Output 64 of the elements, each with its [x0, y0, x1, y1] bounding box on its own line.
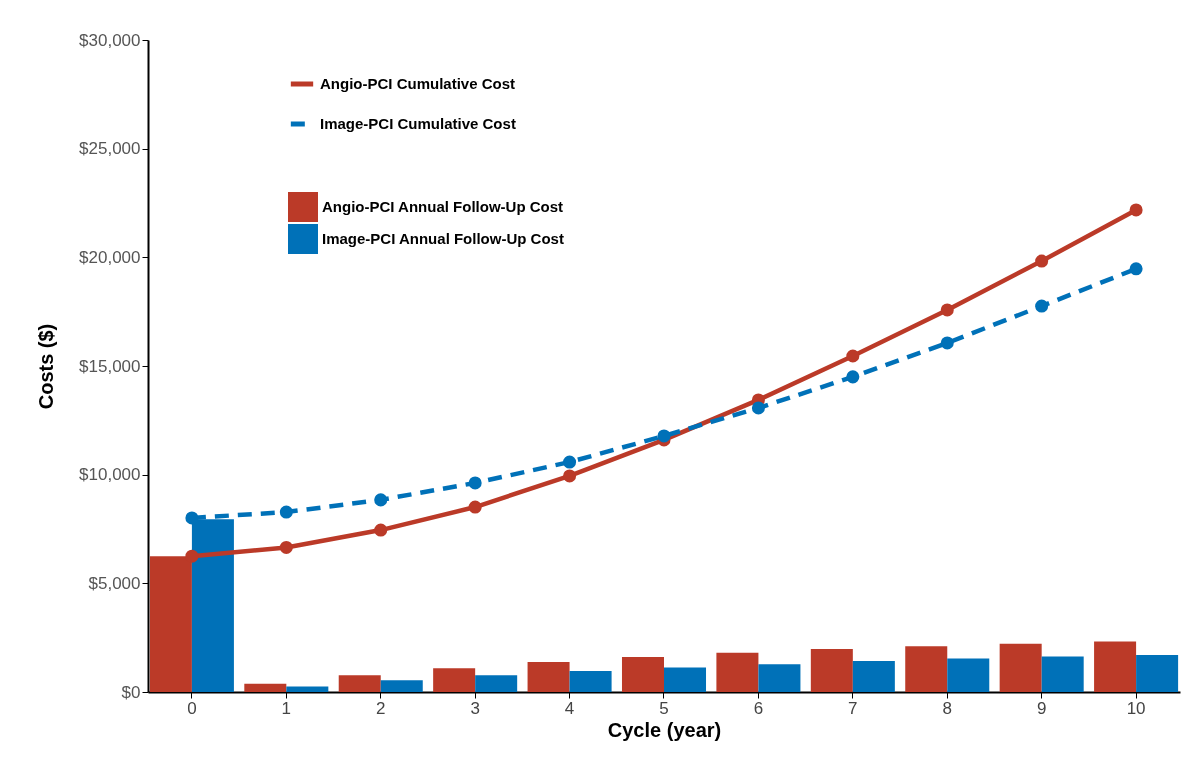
bar	[286, 686, 329, 692]
x-axis-title: Cycle (year)	[607, 718, 722, 741]
point	[657, 429, 671, 443]
point	[279, 505, 293, 519]
legend-label: Angio-PCI Annual Follow-Up Cost	[322, 198, 564, 215]
x-tick-label: 3	[470, 698, 480, 718]
legend-label: Image-PCI Annual Follow-Up Cost	[322, 230, 564, 247]
point	[468, 500, 482, 514]
bar	[999, 643, 1042, 692]
x-tick-label: 8	[942, 698, 952, 718]
legend-label: Angio-PCI Cumulative Cost	[320, 75, 516, 92]
legend-label: Image-PCI Cumulative Cost	[320, 115, 516, 132]
x-tick-label: 2	[376, 698, 386, 718]
y-tick-label: $20,000	[79, 247, 141, 267]
y-tick-label: $15,000	[79, 356, 141, 376]
x-tick-label: 0	[187, 698, 197, 718]
bar	[475, 675, 518, 692]
bar	[1136, 655, 1179, 692]
y-tick-label: $30,000	[79, 30, 141, 50]
bar	[852, 660, 895, 692]
point	[1129, 203, 1143, 217]
point	[185, 511, 199, 525]
y-tick-label: $0	[121, 682, 141, 702]
bar	[621, 657, 664, 692]
point	[940, 303, 954, 317]
point	[468, 476, 482, 490]
point	[563, 455, 577, 469]
x-tick-label: 1	[281, 698, 292, 718]
point	[279, 540, 293, 554]
point	[1035, 254, 1049, 268]
bar	[380, 680, 423, 692]
bar	[1041, 656, 1084, 692]
point	[751, 401, 765, 415]
point	[185, 549, 199, 563]
y-tick-label: $5,000	[88, 573, 141, 593]
x-tick-label: 6	[753, 698, 764, 718]
bar	[947, 658, 990, 692]
bar	[905, 646, 948, 692]
point	[940, 336, 954, 350]
bar	[1094, 641, 1137, 692]
point	[846, 370, 860, 384]
bar	[433, 668, 476, 692]
y-axis-title: Costs ($)	[35, 323, 58, 410]
point	[563, 469, 577, 483]
bar	[569, 670, 612, 692]
y-tick-label: $25,000	[79, 139, 141, 159]
x-tick-label: 5	[659, 698, 669, 718]
bar	[244, 683, 287, 692]
point	[374, 493, 388, 507]
x-tick-label: 9	[1036, 698, 1047, 718]
bar	[664, 667, 707, 692]
point	[1129, 262, 1143, 276]
bar	[758, 664, 801, 692]
y-tick-label: $10,000	[79, 465, 141, 485]
bar	[716, 652, 759, 692]
bar	[810, 648, 853, 692]
point	[374, 523, 388, 537]
x-tick-label: 4	[564, 698, 575, 718]
bar	[527, 662, 570, 692]
x-tick-label: 10	[1126, 698, 1146, 718]
point	[846, 349, 860, 363]
bar	[338, 675, 381, 692]
point	[1035, 299, 1049, 313]
x-tick-label: 7	[848, 698, 858, 718]
